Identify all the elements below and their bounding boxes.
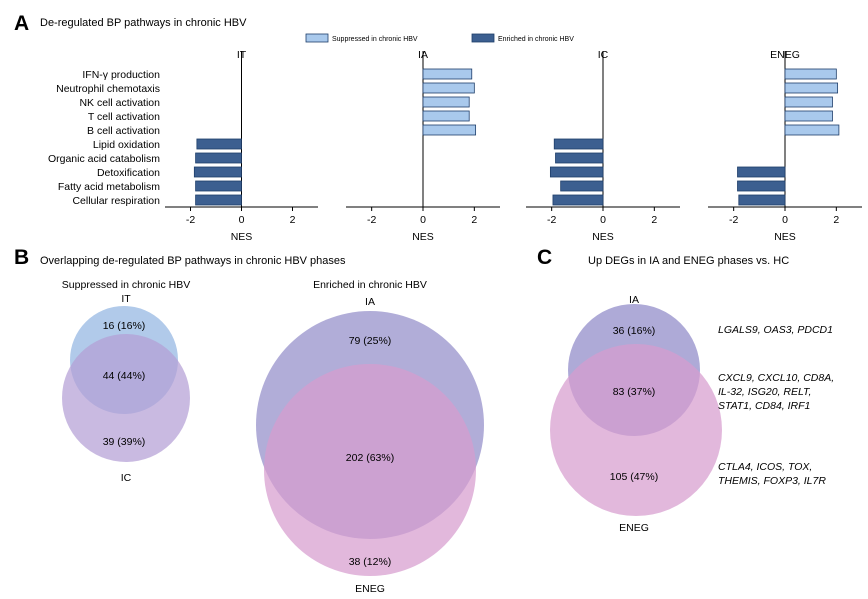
legend-swatch-enriched (471, 33, 495, 43)
bar (560, 180, 604, 192)
bar (784, 82, 839, 94)
gene-list-eneg-only-line2: THEMIS, FOXP3, IL7R (718, 475, 826, 487)
venn-suppressed-circle-ic (62, 334, 190, 462)
venn-suppressed-set-it: IT (121, 293, 131, 305)
bar (422, 82, 475, 94)
legend-label-enriched: Enriched in chronic HBV (498, 36, 574, 43)
panel-c-title-main: Up DEGs in IA and ENEG phases vs. HC (588, 255, 789, 267)
bar (422, 124, 477, 136)
x-tick-label: 2 (651, 214, 657, 226)
panel-c-letter: C (537, 246, 552, 269)
bar (195, 152, 242, 164)
category-label: Fatty acid metabolism (58, 181, 160, 193)
category-label: Organic acid catabolism (48, 153, 160, 165)
bar (784, 124, 840, 136)
venn-enriched-region-overlap: 202 (63%) (346, 452, 394, 464)
x-tick-label: 0 (782, 214, 788, 226)
bar (195, 180, 242, 192)
category-label: B cell activation (87, 125, 160, 137)
venn-enriched: Enriched in chronic HBV IA 79 (25%) 202 … (256, 279, 484, 595)
category-label: IFN-γ production (82, 69, 160, 81)
bar (737, 180, 786, 192)
category-label: Cellular respiration (72, 195, 160, 207)
venn-up-degs-set-ia: IA (629, 294, 639, 306)
x-tick-label: -2 (367, 214, 376, 226)
venn-suppressed-region-overlap: 44 (44%) (103, 370, 146, 382)
x-tick-label: 0 (239, 214, 245, 226)
venn-suppressed-region-only-it: 16 (16%) (103, 320, 146, 332)
venn-suppressed-region-only-ic: 39 (39%) (103, 436, 146, 448)
bar (422, 110, 470, 122)
gene-list-ia-only: LGALS9, OAS3, PDCD1 (718, 324, 833, 336)
gene-list-overlap-line1: CXCL9, CXCL10, CD8A, (718, 372, 834, 384)
bar (553, 138, 604, 150)
gene-list-overlap-line3: STAT1, CD84, IRF1 (718, 400, 810, 412)
venn-enriched-region-only-ia: 79 (25%) (349, 335, 392, 347)
gene-list-eneg-only-line1: CTLA4, ICOS, TOX, (718, 461, 812, 473)
bar (784, 96, 833, 108)
category-label: NK cell activation (79, 97, 160, 109)
venn-up-degs-region-overlap: 83 (37%) (613, 386, 656, 398)
category-label: Lipid oxidation (93, 139, 160, 151)
bar (552, 194, 604, 206)
x-tick-label: -2 (186, 214, 195, 226)
bar (196, 138, 242, 150)
venn-suppressed-title: Suppressed in chronic HBV (62, 279, 190, 291)
legend-label-suppressed: Suppressed in chronic HBV (332, 36, 418, 43)
venn-up-degs-region-only-eneg: 105 (47%) (610, 471, 658, 483)
x-axis-label: NES (412, 231, 434, 243)
category-label: T cell activation (88, 111, 160, 123)
bar (555, 152, 604, 164)
bar (784, 110, 833, 122)
bar (549, 166, 604, 178)
gene-list-overlap-line2: IL-32, ISG20, RELT, (718, 386, 811, 398)
x-axis-label: NES (592, 231, 614, 243)
bar (195, 194, 242, 206)
category-label: Neutrophil chemotaxis (56, 83, 160, 95)
x-tick-label: 2 (290, 214, 296, 226)
venn-enriched-circle-eneg (264, 364, 476, 576)
panel-a-title: De-regulated BP pathways in chronic HBV (40, 17, 247, 29)
venn-up-degs: IA 36 (16%) 83 (37%) 105 (47%) ENEG LGAL… (550, 294, 834, 534)
legend-swatch-suppressed (305, 33, 329, 43)
x-tick-label: 2 (833, 214, 839, 226)
venn-up-degs-set-eneg: ENEG (619, 522, 649, 534)
x-tick-label: 0 (600, 214, 606, 226)
x-axis-label: NES (774, 231, 796, 243)
venn-enriched-set-eneg: ENEG (355, 583, 385, 595)
x-tick-label: 0 (420, 214, 426, 226)
panel-b-title: Overlapping de-regulated BP pathways in … (40, 255, 346, 267)
bar (738, 194, 786, 206)
bar-charts: IFN-γ production Neutrophil chemotaxis NK … (48, 49, 862, 243)
panel-b-letter: B (14, 246, 29, 269)
x-tick-label: -2 (547, 214, 556, 226)
venn-enriched-title: Enriched in chronic HBV (313, 279, 427, 291)
x-tick-label: -2 (729, 214, 738, 226)
category-label: Detoxification (97, 167, 160, 179)
bar (784, 68, 837, 80)
bar (737, 166, 786, 178)
x-axis-label: NES (231, 231, 253, 243)
venn-enriched-region-only-eneg: 38 (12%) (349, 556, 392, 568)
bar (193, 166, 242, 178)
venn-up-degs-circle-eneg (550, 344, 722, 516)
bar (422, 96, 470, 108)
venn-up-degs-region-only-ia: 36 (16%) (613, 325, 656, 337)
bar (422, 68, 473, 80)
venn-enriched-set-ia: IA (365, 296, 375, 308)
x-tick-label: 2 (471, 214, 477, 226)
venn-suppressed-set-ic: IC (121, 472, 132, 484)
panel-a-letter: A (14, 12, 29, 35)
venn-suppressed: Suppressed in chronic HBV IT 16 (16%) 44… (62, 279, 190, 484)
